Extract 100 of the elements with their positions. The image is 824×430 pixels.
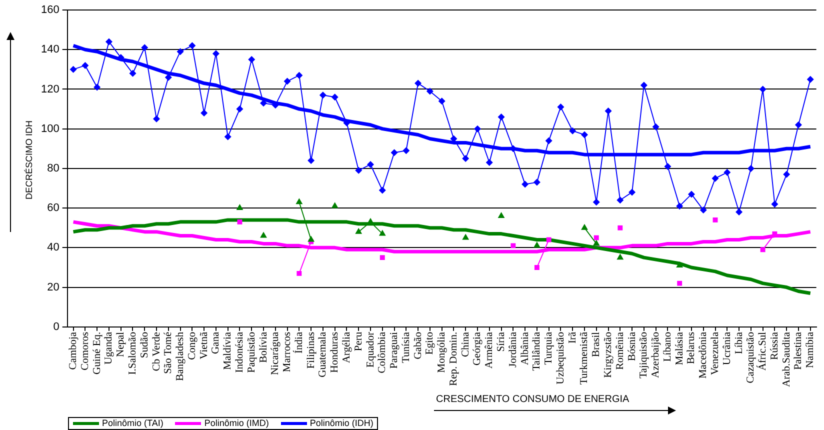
point bbox=[594, 235, 599, 240]
point bbox=[308, 236, 315, 242]
x-tick-label: Kirgyzstão bbox=[603, 332, 614, 378]
point bbox=[378, 230, 386, 236]
x-tick-label: Síria bbox=[496, 332, 508, 352]
x-tick-label: Albânia bbox=[520, 332, 531, 366]
x-tick-label: Turkmenistã bbox=[579, 332, 590, 385]
x-tick-label: Tunísia bbox=[400, 332, 412, 364]
y-tick-label: 160 bbox=[40, 4, 60, 16]
x-tick-label: Marrocos bbox=[282, 332, 294, 372]
x-tick-label: Cazaquistão bbox=[746, 332, 757, 384]
point bbox=[462, 234, 470, 240]
point bbox=[581, 224, 588, 230]
x-tick-label: Romênia bbox=[614, 332, 626, 370]
point bbox=[712, 217, 718, 222]
x-tick-label: Namíbia bbox=[805, 332, 816, 368]
legend-label: Polinômio (IDH) bbox=[310, 418, 374, 429]
x-tick-label: Brasil bbox=[591, 332, 602, 357]
x-tick-label: São Tomé bbox=[163, 332, 174, 374]
x-tick-label: Nicarágua bbox=[270, 332, 282, 376]
y-tick-label: 80 bbox=[47, 162, 60, 174]
x-tick-label: Egito bbox=[424, 332, 436, 355]
x-tick-label: Filipinas bbox=[306, 332, 317, 369]
y-tick-label: 100 bbox=[40, 122, 60, 135]
x-tick-label: Palestina bbox=[793, 332, 804, 370]
x-tick-label: Sudão bbox=[139, 332, 150, 358]
x-tick-label: Líbano bbox=[662, 332, 674, 362]
x-tick-label: Armênia bbox=[484, 332, 496, 369]
x-tick-label: Geórgia bbox=[472, 332, 484, 366]
x-tick-label: Macedônia bbox=[698, 332, 710, 379]
x-tick-label: Gabão bbox=[412, 332, 424, 360]
point bbox=[677, 280, 682, 286]
point bbox=[533, 242, 540, 248]
point bbox=[676, 261, 684, 268]
y-tick-label: 140 bbox=[40, 44, 60, 56]
x-tick-label: Guiné Eq. bbox=[92, 332, 103, 374]
x-tick-label: Vietnã bbox=[198, 332, 210, 360]
x-tick-label: Nepal bbox=[116, 332, 127, 357]
x-tick-label: Paquistão bbox=[246, 332, 258, 373]
x-tick-label: Jordânia bbox=[508, 332, 519, 368]
x-tick-label: Comoros bbox=[80, 332, 91, 370]
x-tick-label: Azerbaijão bbox=[650, 332, 662, 378]
x-tick-label: Uganda bbox=[104, 332, 115, 365]
y-tick-label: 60 bbox=[47, 202, 60, 214]
x-tick-label: Turquia bbox=[544, 332, 555, 365]
x-tick-label: Rep. Domin. bbox=[448, 332, 460, 386]
x-tick-label: I.Salomão bbox=[127, 332, 138, 375]
y-axis-title: DECRÉSCIMO IDH bbox=[24, 120, 34, 200]
x-tick-label: Irã bbox=[567, 332, 578, 344]
x-tick-label: Mongólia bbox=[436, 332, 448, 373]
x-tick-label: Congo bbox=[186, 332, 198, 360]
point bbox=[260, 232, 267, 238]
point bbox=[618, 225, 623, 230]
y-tick-label: 0 bbox=[53, 320, 60, 333]
point bbox=[546, 237, 552, 242]
legend-label: Polinômio (TAI) bbox=[102, 418, 164, 429]
x-tick-label: Colômbia bbox=[377, 332, 388, 374]
x-tick-label: Argélia bbox=[341, 332, 352, 364]
point bbox=[510, 243, 516, 248]
point bbox=[331, 202, 338, 208]
x-tick-label: Rússia bbox=[769, 332, 780, 360]
x-tick-label: Honduras bbox=[330, 332, 341, 373]
point bbox=[380, 255, 385, 260]
x-tick-label: Camboja bbox=[68, 332, 80, 370]
x-tick-label: Guatemala bbox=[318, 332, 329, 378]
x-tick-label: Uzbequistão bbox=[555, 332, 566, 384]
x-tick-label: Índia bbox=[292, 332, 305, 354]
x-tick-label: Malásia bbox=[674, 332, 686, 366]
x-tick-label: China bbox=[460, 332, 472, 357]
point bbox=[355, 228, 362, 234]
x-tick-label: Tailândia bbox=[532, 332, 543, 371]
legend-label: Polinômio (IMD) bbox=[204, 418, 269, 429]
point bbox=[236, 204, 244, 210]
x-tick-label: Equador bbox=[365, 331, 376, 368]
point bbox=[760, 247, 766, 252]
x-tick-label: Paraguai bbox=[389, 332, 400, 369]
point bbox=[498, 212, 505, 218]
x-tick-label: Belarus bbox=[686, 332, 698, 364]
point bbox=[592, 240, 600, 246]
point bbox=[237, 219, 242, 224]
point bbox=[296, 198, 303, 204]
y-tick-label: 120 bbox=[40, 83, 60, 96]
x-tick-label: Líbia bbox=[734, 332, 745, 354]
x-tick-label: Maldívia bbox=[222, 332, 234, 370]
point bbox=[616, 254, 624, 260]
point bbox=[296, 270, 302, 276]
x-tick-label: Bangladesh bbox=[175, 331, 186, 381]
x-tick-label: Arab.Saudita bbox=[781, 332, 792, 388]
x-tick-label: Ucrânia bbox=[722, 332, 733, 366]
point bbox=[534, 265, 540, 270]
x-tick-label: Áfric.Sul bbox=[756, 332, 769, 371]
x-axis-title: CRESCIMENTO CONSUMO DE ENERGIA bbox=[436, 394, 630, 405]
x-tick-label: Bolívia bbox=[258, 332, 270, 363]
x-tick-label: Peru bbox=[353, 331, 364, 352]
x-tick-label: Venezuela bbox=[710, 332, 722, 376]
x-tick-label: Tajiquistão bbox=[638, 332, 650, 378]
y-tick-label: 20 bbox=[47, 281, 60, 294]
y-tick-label: 40 bbox=[47, 242, 60, 254]
x-tick-label: Gana bbox=[210, 332, 222, 354]
x-tick-label: Bósnia bbox=[626, 332, 638, 362]
